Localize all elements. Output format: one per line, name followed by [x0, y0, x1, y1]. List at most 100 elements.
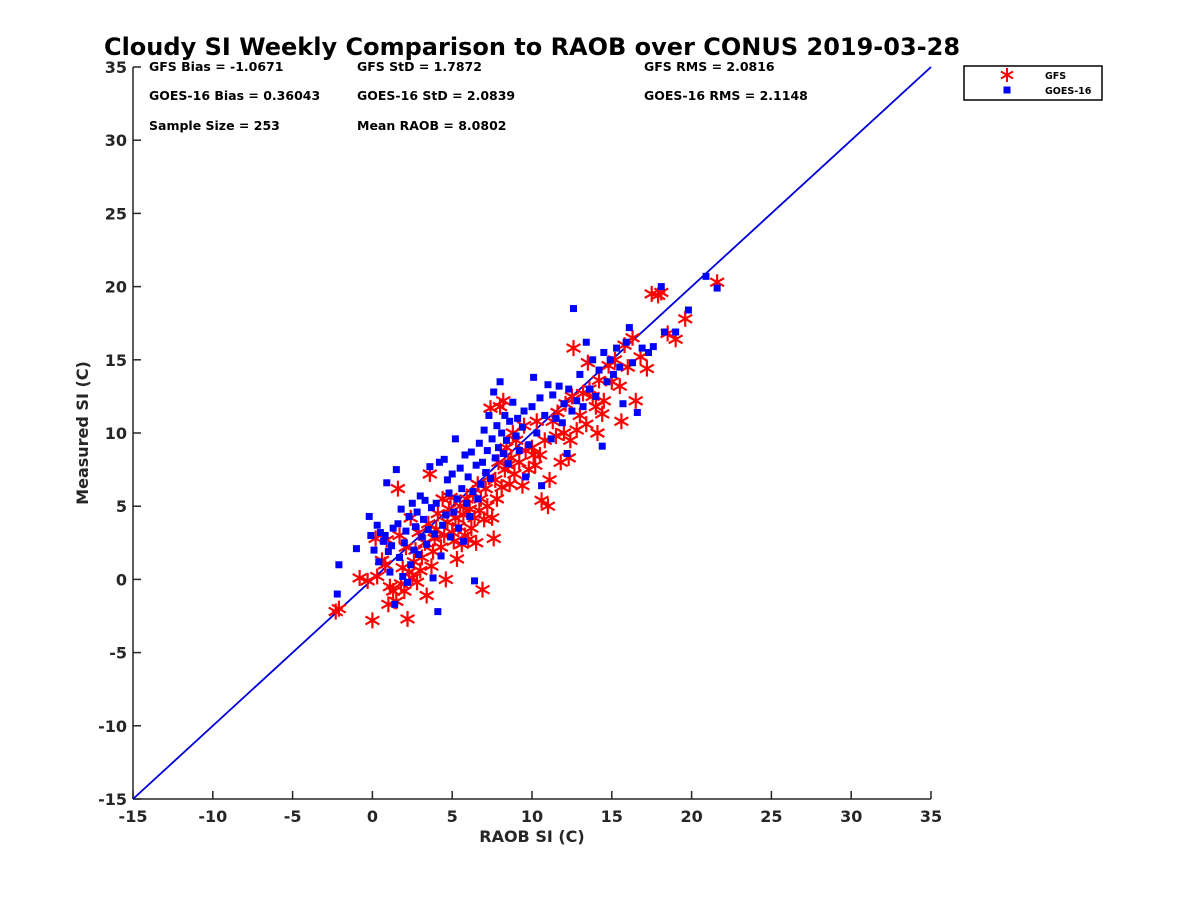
goes16-point [408, 499, 416, 507]
gfs-point [331, 600, 347, 617]
y-tick-label: 10 [105, 424, 127, 443]
goes16-point [474, 495, 482, 503]
goes16-point [464, 473, 472, 481]
gfs-point [489, 490, 505, 507]
goes16-point [333, 590, 341, 598]
goes16-point [625, 324, 633, 332]
goes16-point [373, 521, 381, 529]
gfs-point [390, 480, 406, 497]
goes16-point [471, 577, 479, 585]
goes16-point [483, 447, 491, 455]
goes16-point [466, 512, 474, 520]
goes16-point [419, 515, 427, 523]
goes16-point [399, 572, 407, 580]
goes16-point [506, 417, 514, 425]
legend-gfs-label: GFS [1045, 71, 1066, 82]
gfs-point [438, 571, 454, 588]
goes16-point [595, 366, 603, 374]
goes16-point [413, 508, 421, 516]
gfs-point [506, 465, 522, 482]
gfs-point [495, 392, 511, 409]
goes16-point [657, 283, 665, 291]
goes16-point [609, 370, 617, 378]
x-tick-label: 30 [840, 807, 862, 826]
gfs-point [556, 425, 572, 441]
goes16-point [549, 391, 557, 399]
goes16-point [367, 531, 375, 539]
goes16-point [563, 449, 571, 457]
goes16-point [589, 356, 597, 364]
goes16-point [672, 328, 680, 336]
goes16-point [547, 435, 555, 443]
gfs-point [511, 454, 527, 471]
gfs-point [494, 479, 510, 496]
gfs-point [400, 610, 415, 627]
goes16-point [335, 561, 343, 569]
goes16-point [376, 529, 384, 537]
goes16-point [391, 600, 399, 608]
x-tick-label: -10 [198, 807, 227, 826]
goes16-point [649, 343, 657, 351]
goes16-point [645, 348, 653, 356]
y-tick-label: 5 [116, 497, 127, 516]
goes16-point [384, 548, 392, 556]
goes16-point [365, 512, 373, 520]
goes16-point [426, 463, 434, 471]
gfs-point [532, 446, 548, 463]
goes16-point [592, 392, 600, 400]
goes16-point [582, 338, 590, 346]
goes16-point [386, 568, 394, 576]
goes16-point [536, 394, 544, 402]
x-tick-label: 15 [601, 807, 623, 826]
goes16-point [427, 504, 435, 512]
gfs-point [369, 568, 385, 585]
goes16-point [496, 378, 504, 386]
gfs-point [534, 492, 550, 509]
legend: GFS GOES-16 [963, 65, 1103, 101]
x-tick-label: 5 [447, 807, 458, 826]
gfs-point [412, 562, 428, 579]
goes16-point [501, 411, 509, 419]
gfs-point [569, 422, 585, 439]
y-axis-ticks: -15 -10 -5 0 5 10 15 20 25 30 35 [98, 58, 141, 809]
goes16-point [552, 414, 560, 422]
goes16-point [469, 488, 477, 496]
goes16-point [515, 447, 523, 455]
x-tick-label: 10 [521, 807, 543, 826]
goes16-point [437, 552, 445, 560]
y-tick-label: 30 [105, 131, 127, 150]
goes16-point [530, 373, 538, 381]
gfs-point [352, 569, 368, 586]
gfs-point [639, 360, 655, 377]
legend-goes16-square-icon [1003, 86, 1011, 94]
goes16-point [713, 284, 721, 292]
goes16-point [568, 407, 576, 415]
goes16-point [544, 381, 552, 389]
goes16-point [432, 499, 440, 507]
goes16-point [600, 348, 608, 356]
goes16-point [352, 545, 360, 553]
goes16-point [613, 344, 621, 352]
stat-gfs-std: GFS StD = 1.7872 [357, 59, 482, 74]
gfs-point [594, 405, 610, 422]
y-tick-label: -5 [109, 644, 127, 663]
goes16-point [565, 385, 573, 393]
goes16-point [453, 495, 461, 503]
goes16-point [702, 272, 710, 280]
goes16-point [598, 442, 606, 450]
goes16-point [416, 492, 424, 500]
gfs-point [423, 558, 439, 575]
gfs-point [364, 612, 380, 629]
goes16-point [660, 328, 668, 336]
goes16-point [493, 422, 501, 430]
goes16-point [518, 423, 526, 431]
goes16-point [423, 540, 431, 548]
goes16-point [467, 448, 475, 456]
stat-goes16-rms: GOES-16 RMS = 2.1148 [644, 88, 808, 103]
stat-goes16-std: GOES-16 StD = 2.0839 [357, 88, 515, 103]
goes16-point [451, 435, 459, 443]
goes16-point [514, 414, 522, 422]
x-tick-label: -15 [119, 807, 148, 826]
goes16-point [520, 407, 528, 415]
gfs-point [566, 340, 581, 357]
